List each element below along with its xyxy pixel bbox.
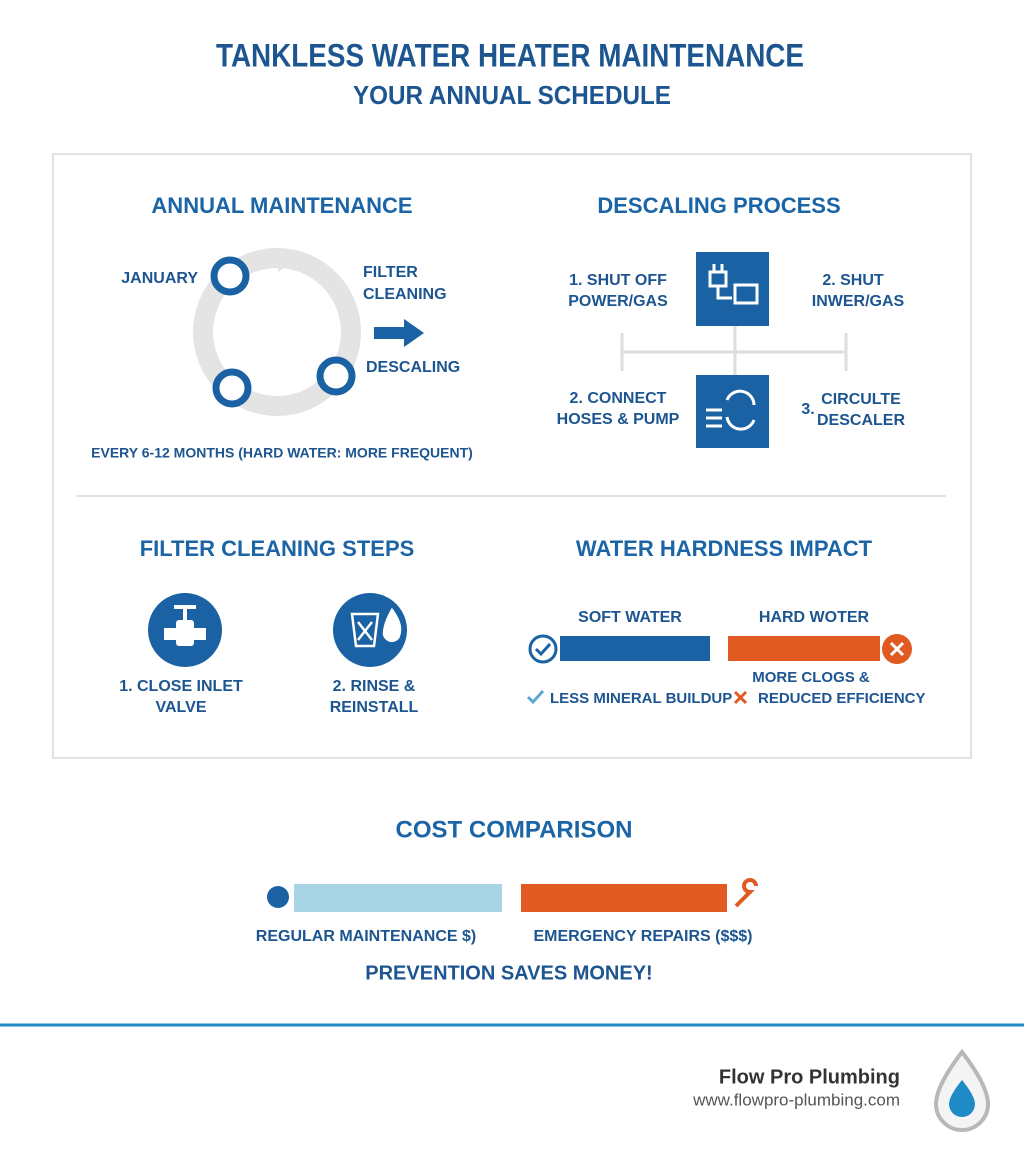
step-label: 2. RINSE &	[333, 678, 416, 695]
cycle-node	[210, 256, 250, 296]
section-title: COST COMPARISON	[396, 816, 633, 843]
step-label: HOSES & PUMP	[557, 411, 680, 428]
hard-bar	[728, 636, 880, 661]
note: LESS MINERAL BUILDUP	[550, 690, 732, 707]
section-title: WATER HARDNESS IMPACT	[576, 536, 873, 561]
valve-icon	[164, 605, 206, 646]
check-icon	[528, 634, 558, 664]
soft-bar	[560, 636, 710, 661]
note: MORE CLOGS &	[752, 669, 870, 686]
label: JANUARY	[121, 270, 198, 287]
cycle-ring	[193, 248, 361, 416]
dollar-icon	[267, 886, 289, 908]
x-mark	[733, 690, 748, 705]
section-title: FILTER CLEANING STEPS	[140, 536, 415, 561]
subtitle: YOUR ANNUAL SCHEDULE	[353, 80, 671, 110]
logo-drop	[949, 1080, 975, 1117]
wrench-icon	[734, 878, 758, 908]
connector	[620, 326, 848, 375]
label: SOFT WATER	[578, 609, 682, 626]
note: REDUCED EFFICIENCY	[758, 690, 926, 707]
cycle-arrow	[278, 248, 300, 272]
panel	[52, 153, 972, 759]
step-label: VALVE	[156, 699, 207, 716]
check-mark	[526, 689, 545, 705]
check-mark	[534, 642, 552, 657]
title: TANKLESS WATER HEATER MAINTENANCE	[216, 37, 804, 73]
label: CLEANING	[363, 286, 447, 303]
step-label: DESCALER	[817, 412, 905, 429]
cycle-node	[212, 368, 252, 408]
label: EMERGENCY REPAIRS ($$$)	[533, 928, 752, 945]
arrow	[374, 319, 424, 347]
section-title: ANNUAL MAINTENANCE	[151, 193, 412, 218]
plug-icon	[708, 264, 759, 305]
section-title: DESCALING PROCESS	[597, 193, 840, 218]
cycle-icon	[706, 389, 756, 431]
tagline: PREVENTION SAVES MONEY!	[365, 962, 652, 984]
step-icon	[333, 593, 407, 667]
step-label: REINSTALL	[330, 699, 419, 716]
step-label: 2. SHUT	[822, 272, 884, 289]
rinse-icon	[350, 607, 402, 648]
step-label: 1. CLOSE INLET	[119, 678, 243, 695]
emergency-bar	[521, 884, 727, 912]
step-label: INWER/GAS	[812, 293, 905, 310]
note: EVERY 6-12 MONTHS (HARD WATER: MORE FREQ…	[91, 445, 473, 461]
company: Flow Pro Plumbing	[719, 1066, 900, 1088]
url: www.flowpro-plumbing.com	[692, 1090, 900, 1109]
label: REGULAR MAINTENANCE $)	[256, 928, 476, 945]
label: DESCALING	[366, 359, 460, 376]
label: HARD WOTER	[759, 609, 870, 626]
cycle-node	[316, 356, 356, 396]
step-label: CIRCULTE	[821, 391, 901, 408]
step-label: POWER/GAS	[568, 293, 668, 310]
step-number: 3.	[801, 401, 814, 418]
step-label: 1. SHUT OFF	[569, 272, 667, 289]
step-label: 2. CONNECT	[570, 390, 667, 407]
label: FILTER	[363, 264, 418, 281]
x-mark	[889, 641, 905, 657]
regular-bar	[294, 884, 502, 912]
